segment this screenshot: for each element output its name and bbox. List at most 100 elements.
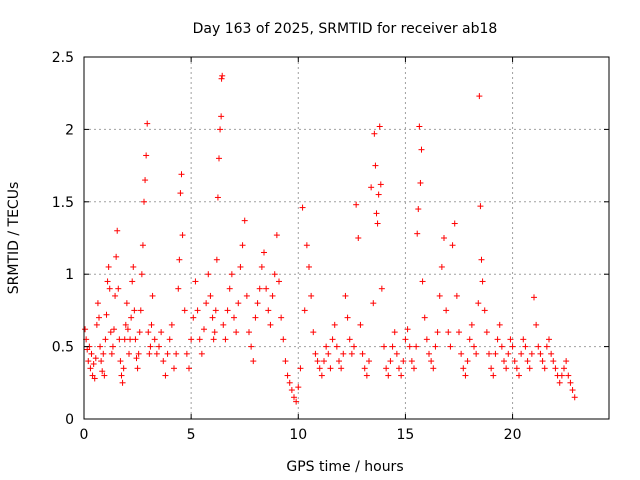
data-point <box>344 314 351 321</box>
data-point <box>128 314 135 321</box>
data-point <box>481 307 488 314</box>
data-point <box>468 321 475 328</box>
data-point <box>479 278 486 285</box>
data-point <box>378 285 385 292</box>
data-point <box>171 365 177 372</box>
data-point <box>366 358 372 365</box>
data-point <box>217 126 224 133</box>
data-point <box>492 350 499 357</box>
data-point <box>233 329 240 336</box>
data-point <box>417 179 424 186</box>
data-point <box>96 314 102 321</box>
data-point <box>558 372 565 379</box>
data-point <box>430 365 437 372</box>
data-point <box>569 387 576 394</box>
data-point <box>142 177 149 184</box>
data-point <box>256 285 263 292</box>
data-point <box>393 350 400 357</box>
data-point <box>201 326 207 333</box>
data-point <box>361 365 368 372</box>
data-point <box>548 350 555 357</box>
data-point <box>533 321 540 328</box>
data-point <box>144 120 151 127</box>
data-point <box>565 372 572 379</box>
data-point <box>87 365 94 372</box>
data-point <box>148 321 155 328</box>
data-point <box>254 300 261 307</box>
data-point <box>359 350 366 357</box>
data-point <box>325 350 332 357</box>
data-point <box>228 271 235 278</box>
data-point <box>123 300 130 307</box>
data-point <box>120 365 127 372</box>
data-point <box>299 204 306 211</box>
data-point <box>111 326 117 333</box>
data-point <box>258 263 265 270</box>
data-point <box>552 365 559 372</box>
data-point <box>524 358 531 365</box>
data-point <box>414 230 421 237</box>
data-point <box>438 263 445 270</box>
data-point <box>327 365 334 372</box>
data-point <box>441 235 447 241</box>
grid-lines <box>84 57 609 419</box>
data-point <box>235 300 242 307</box>
data-point <box>136 329 143 336</box>
data-point <box>368 184 375 191</box>
data-point <box>210 336 217 343</box>
data-point <box>101 372 108 379</box>
data-point <box>134 365 141 372</box>
data-point <box>453 292 460 299</box>
data-point <box>271 271 278 278</box>
data-point <box>377 181 384 188</box>
data-point <box>373 210 380 217</box>
data-point <box>371 130 378 137</box>
data-point <box>466 336 473 343</box>
data-point <box>539 358 546 365</box>
data-point <box>85 358 92 365</box>
data-point <box>209 314 216 321</box>
data-point <box>537 350 544 357</box>
data-point <box>273 232 280 239</box>
data-point <box>153 350 160 357</box>
data-point <box>186 365 192 372</box>
data-point <box>496 321 503 328</box>
data-point <box>99 368 106 375</box>
data-point <box>528 350 535 357</box>
data-point <box>295 384 302 391</box>
data-point <box>291 394 297 401</box>
data-point <box>126 350 132 357</box>
data-point <box>231 314 237 321</box>
data-point <box>130 263 137 270</box>
data-point <box>107 329 114 336</box>
data-point <box>198 350 205 357</box>
data-point <box>391 329 398 336</box>
data-point <box>511 358 518 365</box>
data-point <box>106 285 113 292</box>
data-point <box>213 256 220 263</box>
data-point <box>434 329 441 336</box>
data-point <box>212 307 219 314</box>
data-point <box>308 292 315 299</box>
data-point <box>563 358 570 365</box>
data-point <box>518 350 525 357</box>
data-point <box>265 307 272 314</box>
data-point <box>194 307 201 314</box>
data-point <box>237 263 244 270</box>
data-point <box>503 365 510 372</box>
data-point <box>372 162 379 169</box>
data-point <box>118 372 125 379</box>
data-point <box>421 314 428 321</box>
data-point <box>183 350 190 357</box>
data-point <box>108 350 115 357</box>
data-point <box>306 263 312 270</box>
data-point <box>137 307 144 314</box>
y-axis-label: SRMTID / TECUs <box>6 182 22 295</box>
data-point <box>404 326 411 333</box>
data-point <box>357 321 364 328</box>
data-point <box>471 343 477 350</box>
data-point <box>389 343 396 350</box>
data-point <box>173 350 180 357</box>
data-point <box>93 321 100 328</box>
data-point <box>162 372 169 379</box>
